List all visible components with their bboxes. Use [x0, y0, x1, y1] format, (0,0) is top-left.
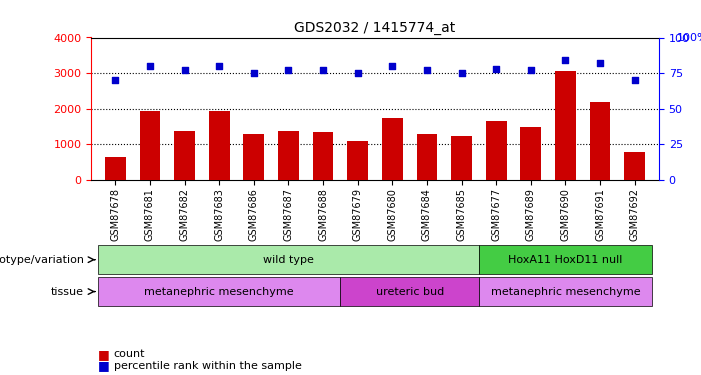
Bar: [382, 118, 403, 180]
Bar: [278, 131, 299, 180]
Bar: [416, 134, 437, 180]
Point: [629, 77, 640, 83]
Point: [283, 67, 294, 73]
Point: [560, 57, 571, 63]
Text: ■: ■: [98, 359, 110, 372]
Point: [248, 70, 259, 76]
Title: GDS2032 / 1415774_at: GDS2032 / 1415774_at: [294, 21, 456, 35]
Bar: [479, 245, 652, 274]
Point: [456, 70, 467, 76]
Point: [491, 66, 502, 72]
Point: [387, 63, 398, 69]
Bar: [139, 111, 161, 180]
Bar: [451, 136, 472, 180]
Point: [214, 63, 225, 69]
Text: HoxA11 HoxD11 null: HoxA11 HoxD11 null: [508, 255, 622, 265]
Bar: [555, 71, 576, 180]
Bar: [590, 102, 611, 180]
Bar: [313, 132, 334, 180]
Text: tissue: tissue: [51, 286, 84, 297]
Point: [110, 77, 121, 83]
Bar: [625, 152, 645, 180]
Bar: [175, 131, 195, 180]
Text: count: count: [114, 350, 145, 359]
Text: metanephric mesenchyme: metanephric mesenchyme: [491, 286, 640, 297]
Bar: [341, 277, 479, 306]
Bar: [98, 277, 341, 306]
Point: [352, 70, 363, 76]
Bar: [347, 141, 368, 180]
Bar: [98, 245, 479, 274]
Bar: [479, 277, 652, 306]
Point: [421, 67, 433, 73]
Text: ■: ■: [98, 348, 110, 361]
Text: genotype/variation: genotype/variation: [0, 255, 84, 265]
Bar: [520, 127, 541, 180]
Text: ureteric bud: ureteric bud: [376, 286, 444, 297]
Text: metanephric mesenchyme: metanephric mesenchyme: [144, 286, 294, 297]
Y-axis label: 100%: 100%: [677, 33, 701, 43]
Point: [525, 67, 536, 73]
Point: [144, 63, 156, 69]
Bar: [243, 134, 264, 180]
Bar: [209, 111, 230, 180]
Text: percentile rank within the sample: percentile rank within the sample: [114, 361, 301, 370]
Bar: [486, 121, 507, 180]
Bar: [105, 157, 125, 180]
Point: [179, 67, 190, 73]
Text: wild type: wild type: [263, 255, 314, 265]
Point: [318, 67, 329, 73]
Point: [594, 60, 606, 66]
